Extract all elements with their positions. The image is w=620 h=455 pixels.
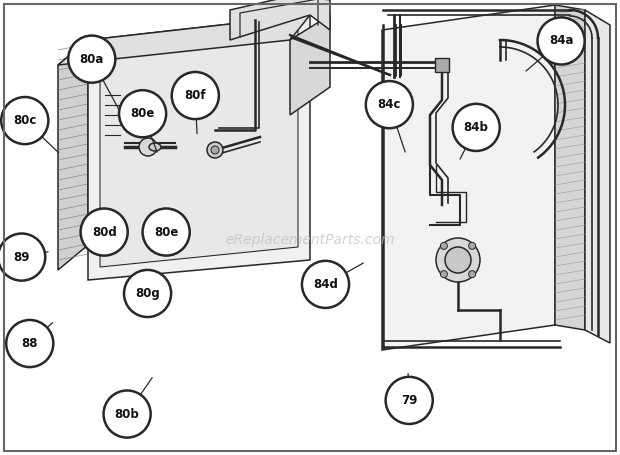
Text: eReplacementParts.com: eReplacementParts.com <box>225 233 395 247</box>
Circle shape <box>6 320 53 367</box>
Circle shape <box>440 271 448 278</box>
Text: 88: 88 <box>22 337 38 350</box>
Text: 84a: 84a <box>549 35 574 47</box>
Circle shape <box>81 208 128 256</box>
Text: 80a: 80a <box>79 53 104 66</box>
Circle shape <box>104 390 151 438</box>
Circle shape <box>538 17 585 65</box>
Text: 80f: 80f <box>185 89 206 102</box>
Polygon shape <box>382 5 555 350</box>
Circle shape <box>440 243 448 249</box>
Circle shape <box>0 233 45 281</box>
Text: 80e: 80e <box>154 226 179 238</box>
Circle shape <box>211 146 219 154</box>
Polygon shape <box>555 5 585 330</box>
Text: 80g: 80g <box>135 287 160 300</box>
Circle shape <box>445 247 471 273</box>
Polygon shape <box>290 15 330 115</box>
Text: 84d: 84d <box>313 278 338 291</box>
Polygon shape <box>88 15 310 280</box>
Circle shape <box>366 81 413 128</box>
Circle shape <box>139 138 157 156</box>
Text: 80b: 80b <box>115 408 140 420</box>
Polygon shape <box>58 40 88 270</box>
Circle shape <box>124 270 171 317</box>
Circle shape <box>386 377 433 424</box>
FancyBboxPatch shape <box>435 58 449 72</box>
Text: 79: 79 <box>401 394 417 407</box>
Text: 84c: 84c <box>378 98 401 111</box>
Text: 84b: 84b <box>464 121 489 134</box>
Circle shape <box>469 271 476 278</box>
Circle shape <box>302 261 349 308</box>
Circle shape <box>453 104 500 151</box>
Polygon shape <box>585 10 610 343</box>
Polygon shape <box>58 15 310 65</box>
Circle shape <box>143 208 190 256</box>
Text: 80e: 80e <box>130 107 155 120</box>
Polygon shape <box>230 0 330 40</box>
Circle shape <box>119 90 166 137</box>
Circle shape <box>207 142 223 158</box>
Circle shape <box>1 97 48 144</box>
Circle shape <box>172 72 219 119</box>
Circle shape <box>436 238 480 282</box>
Text: 80d: 80d <box>92 226 117 238</box>
Ellipse shape <box>149 143 161 151</box>
Circle shape <box>68 35 115 83</box>
Circle shape <box>469 243 476 249</box>
Text: 80c: 80c <box>13 114 37 127</box>
Polygon shape <box>100 27 298 267</box>
Text: 89: 89 <box>14 251 30 263</box>
